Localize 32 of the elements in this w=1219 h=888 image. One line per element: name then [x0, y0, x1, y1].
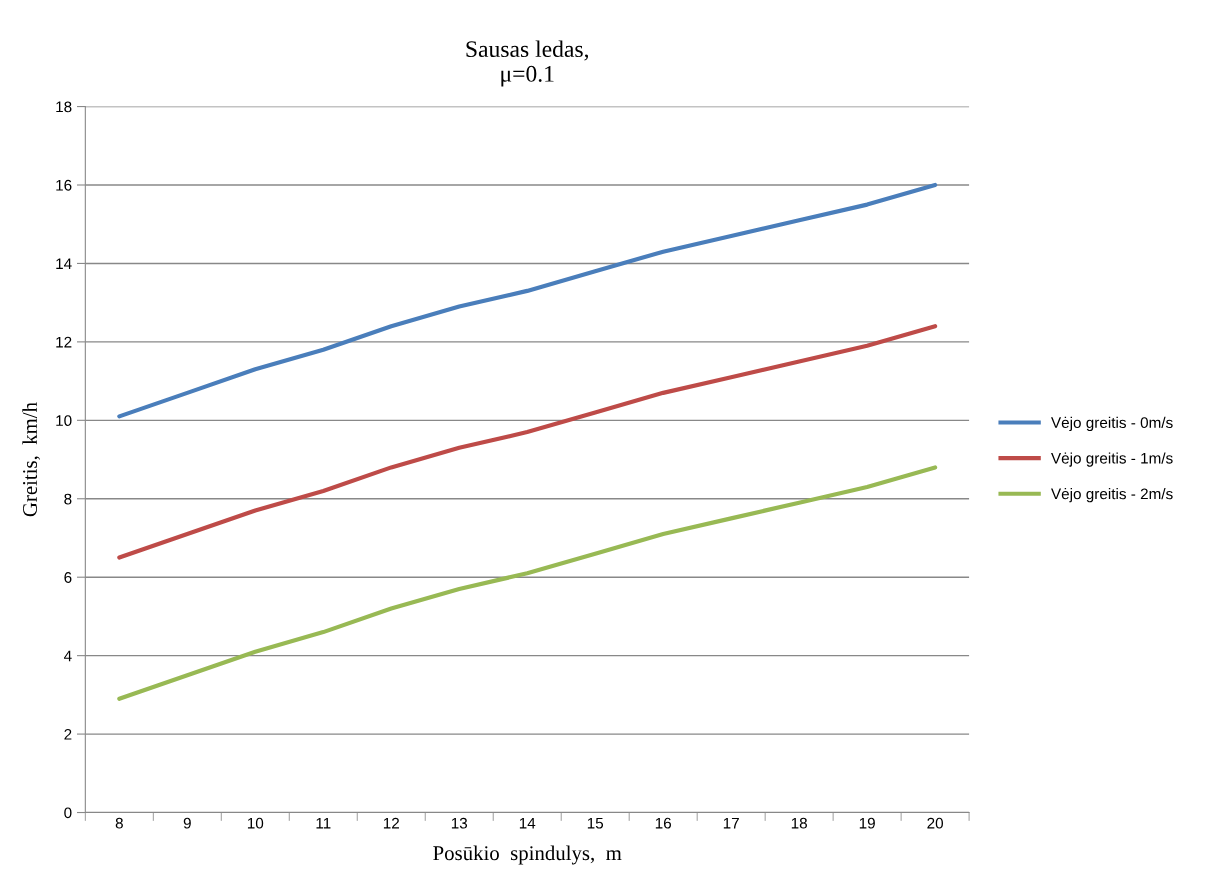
- y-tick-label: 16: [56, 179, 72, 191]
- x-tick-label: 12: [383, 817, 399, 829]
- y-axis-title: Greitis, km/h: [22, 402, 41, 517]
- x-tick-label: 16: [655, 817, 672, 829]
- y-tick-label: 0: [64, 807, 72, 819]
- x-tick-label: 10: [247, 817, 264, 829]
- y-tick-label: 10: [56, 415, 72, 427]
- x-tick-label: 15: [587, 817, 604, 829]
- x-tick-label: 13: [451, 817, 468, 829]
- x-tick-label: 18: [791, 817, 807, 829]
- x-tick-label: 8: [115, 817, 123, 829]
- legend-label: Vėjo greitis - 1m/s: [1051, 452, 1173, 467]
- y-tick-label: 6: [64, 572, 72, 583]
- y-tick-label: 8: [64, 493, 72, 505]
- y-tick-label: 2: [64, 728, 72, 740]
- x-tick-label: 14: [519, 817, 536, 829]
- line-series: [117, 182, 938, 419]
- x-tick-label: 19: [859, 817, 875, 829]
- y-tick-label: 18: [56, 101, 72, 113]
- y-tick-label: 4: [63, 650, 72, 662]
- legend-label: Vėjo greitis - 0m/s: [1051, 416, 1173, 432]
- legend-label: Vėjo greitis - 2m/s: [1051, 488, 1173, 503]
- line-series: [117, 324, 938, 560]
- y-tick-label: 14: [56, 258, 72, 269]
- x-tick-label: 20: [927, 817, 944, 829]
- line-series: [117, 465, 938, 701]
- x-tick-label: 17: [723, 817, 739, 829]
- y-tick-label: 12: [56, 336, 72, 348]
- x-axis-title: Posūkio spindulys, m: [433, 845, 622, 865]
- x-tick-label: 11: [316, 817, 331, 829]
- x-tick-label: 9: [183, 817, 191, 829]
- chart-title: Sausas ledas, μ=0.1: [466, 40, 589, 87]
